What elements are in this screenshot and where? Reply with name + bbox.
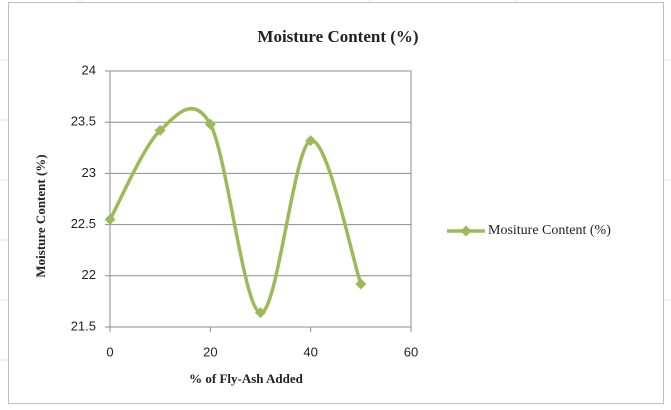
x-tick-label: 60 (404, 344, 418, 359)
data-point (305, 135, 317, 147)
x-axis-label: % of Fly-Ash Added (189, 371, 304, 386)
data-point (104, 213, 116, 225)
x-tick-label: 0 (106, 344, 113, 359)
sheet-grid (0, 0, 671, 361)
legend-marker (460, 225, 472, 237)
data-point (255, 307, 266, 319)
y-tick-label: 22 (82, 267, 96, 282)
chart-area (8, 2, 664, 404)
y-tick-label: 24 (82, 62, 96, 77)
legend-label: Mositure Content (%) (488, 223, 611, 238)
x-tick-label: 40 (303, 344, 317, 359)
y-tick-label: 23.5 (71, 114, 96, 129)
data-point (355, 278, 367, 290)
y-tick-label: 22.5 (71, 216, 96, 231)
y-axis-label: Moisture Content (%) (33, 154, 48, 277)
data-point (204, 118, 216, 130)
plot-area (109, 70, 412, 328)
y-tick-label: 21.5 (71, 318, 96, 333)
x-tick-label: 20 (203, 344, 217, 359)
data-point (154, 124, 166, 136)
y-tick-label: 23 (82, 165, 96, 180)
chart-title: Moisture Content (%) (257, 27, 418, 46)
